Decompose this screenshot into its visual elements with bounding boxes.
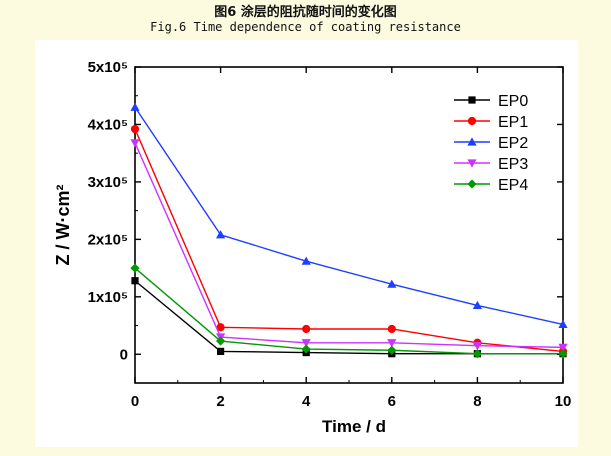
legend-label-ep2: EP2 (498, 135, 528, 152)
data-point-ep0 (217, 347, 225, 355)
data-point-ep3 (301, 339, 311, 348)
data-point-ep4 (301, 344, 311, 354)
legend-marker-ep2 (467, 137, 477, 146)
y-axis-label: Z / W·cm² (53, 185, 73, 266)
data-point-ep4 (216, 336, 226, 346)
series-line-ep3 (134, 142, 564, 349)
legend-marker-ep4 (467, 179, 477, 189)
data-point-ep4 (472, 349, 482, 359)
data-point-ep2 (216, 230, 226, 239)
data-point-ep2 (472, 300, 482, 310)
data-point-ep2 (301, 256, 311, 265)
data-point-ep3 (558, 343, 568, 352)
data-point-ep3 (130, 139, 140, 148)
legend-label-ep0: EP0 (498, 93, 528, 110)
series-line-ep4 (134, 267, 563, 355)
x-tick-label: 6 (388, 393, 396, 410)
data-point-ep3 (472, 342, 482, 351)
data-point-ep1 (387, 324, 396, 334)
data-point-ep4 (558, 349, 568, 359)
figure-panel: 0 2 4 6 8 10 0 1x10⁵ 2x10⁵ 3x10⁵ 4x10⁵ 5x10⁵ Time / … (35, 40, 578, 447)
y-tick-label: 5x10⁵ (88, 59, 128, 76)
data-point-ep0 (131, 277, 139, 285)
legend-marker-ep0 (468, 96, 476, 104)
x-tick-label: 0 (131, 393, 139, 410)
data-point-ep4 (130, 263, 140, 273)
data-point-ep1 (130, 124, 140, 134)
series-line-ep1 (134, 128, 564, 353)
x-tick-label: 4 (302, 393, 311, 410)
legend-label-ep1: EP1 (498, 114, 528, 131)
y-tick-label: 1x10⁵ (88, 289, 128, 306)
impedance-line-chart: 0 2 4 6 8 10 0 1x10⁵ 2x10⁵ 3x10⁵ 4x10⁵ 5x10⁵ Time / … (53, 59, 572, 436)
y-tick-label: 3x10⁵ (88, 174, 128, 191)
data-point-ep2 (387, 279, 397, 288)
legend-marker-ep3 (467, 159, 477, 168)
legend-label-ep3: EP3 (498, 156, 528, 173)
x-tick-label: 10 (555, 393, 572, 410)
data-point-ep2 (130, 102, 140, 111)
data-point-ep3 (387, 339, 397, 348)
x-tick-label: 8 (473, 393, 481, 410)
data-point-ep1 (302, 324, 311, 334)
x-axis-label: Time / d (322, 417, 386, 436)
legend-marker-ep1 (467, 116, 477, 126)
series-line-ep2 (134, 106, 564, 326)
figure-caption-english: Fig.6 Time dependence of coating resista… (150, 20, 461, 34)
data-point-ep2 (558, 319, 568, 328)
data-point-ep4 (387, 345, 397, 355)
y-tick-label: 0 (120, 346, 128, 363)
figure-caption-chinese: 图6 涂层的阻抗随时间的变化图 (214, 5, 397, 20)
data-point-ep1 (216, 323, 225, 332)
y-tick-label: 2x10⁵ (88, 231, 128, 248)
y-tick-label: 4x10⁵ (88, 116, 128, 133)
legend-label-ep4: EP4 (498, 177, 528, 194)
x-tick-label: 2 (216, 393, 224, 410)
